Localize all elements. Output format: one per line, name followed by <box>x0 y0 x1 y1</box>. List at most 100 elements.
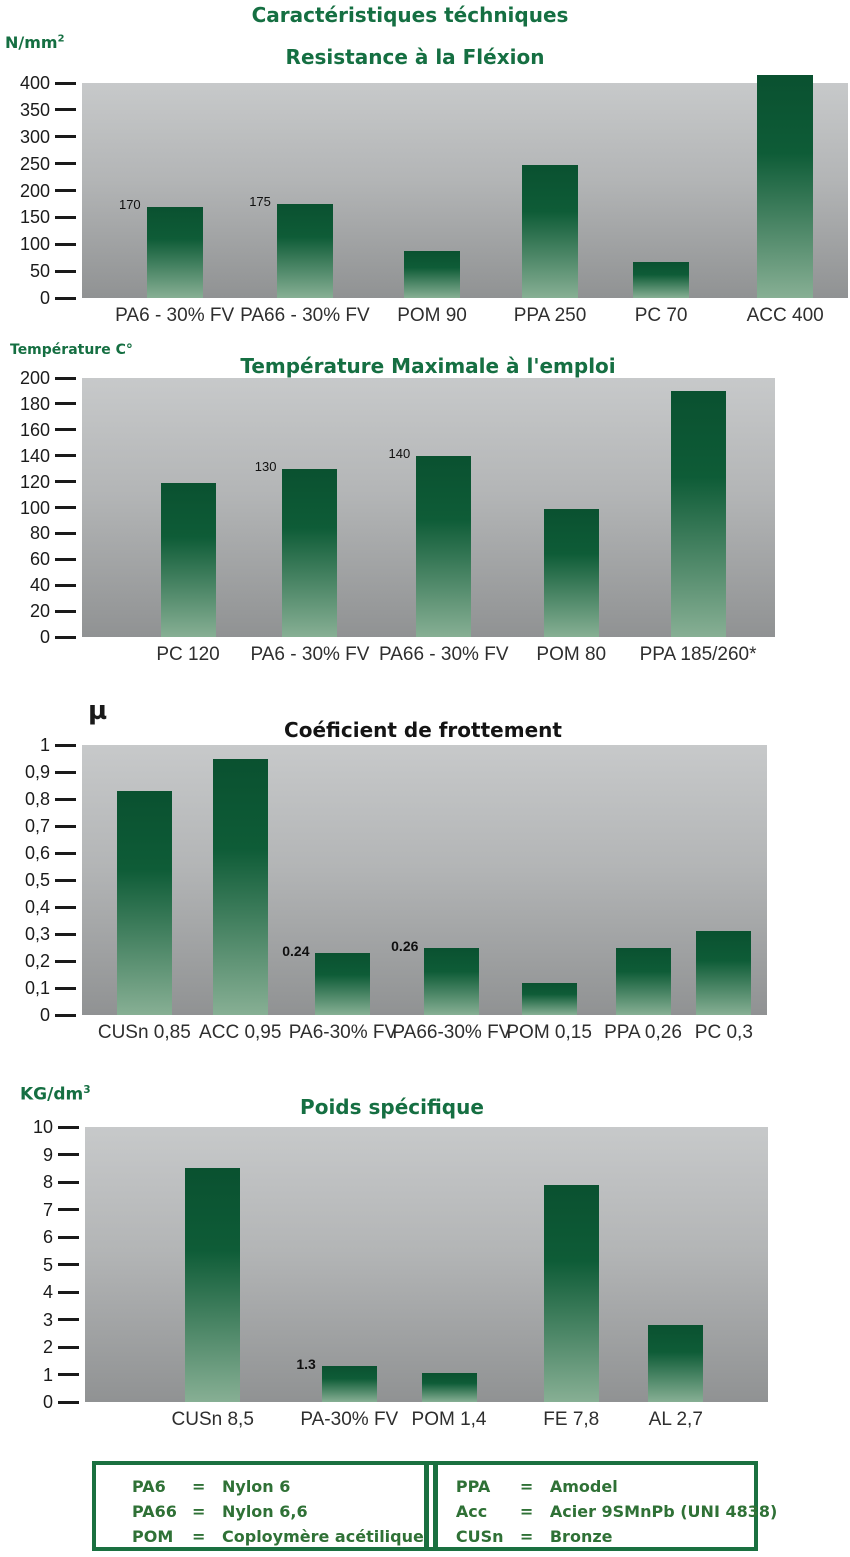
y-tick-mark <box>55 81 76 85</box>
bar-value-label: 170 <box>118 196 141 212</box>
x-category-label: ACC 0,95 <box>199 1022 282 1043</box>
x-category-label: PA6-30% FV <box>288 1022 398 1043</box>
y-tick-label: 140 <box>19 445 50 466</box>
y-tick-mark <box>55 296 76 300</box>
bar <box>160 482 216 637</box>
y-tick-label: 0,4 <box>24 897 50 917</box>
legend-row: POM = Coploymère acétilique <box>132 1524 424 1549</box>
y-tick-mark <box>58 1208 79 1211</box>
legend-equals: = <box>519 1527 534 1546</box>
y-tick-mark <box>55 269 76 273</box>
y-tick-mark <box>55 770 76 774</box>
y-tick-label: 0,3 <box>24 924 50 944</box>
y-tick-label: 200 <box>19 368 50 388</box>
y-axis-unit-label: N/mm2 <box>5 33 65 52</box>
bar <box>424 947 480 1015</box>
legend-equals: = <box>192 1502 206 1521</box>
x-category-label: PA66-30% FV <box>392 1022 512 1043</box>
legend-name: Bronze <box>549 1527 613 1546</box>
x-category-label: POM 0,15 <box>506 1022 592 1043</box>
y-tick-mark <box>55 454 76 458</box>
y-tick-label: 80 <box>29 523 50 544</box>
y-tick-mark <box>55 635 76 639</box>
y-tick-mark <box>55 797 76 801</box>
y-tick-mark <box>55 480 76 484</box>
y-tick-label: 120 <box>19 471 50 492</box>
chart-title-friction: Coéficient de frottement <box>284 718 562 742</box>
bar <box>522 164 579 298</box>
bar <box>146 206 203 298</box>
unit-superscript: 3 <box>83 1084 91 1096</box>
bar <box>543 1184 599 1402</box>
y-tick-label: 6 <box>42 1227 53 1247</box>
legend-abbr: PPA <box>455 1477 491 1496</box>
y-tick-label: 0 <box>42 1392 53 1412</box>
bar <box>276 203 333 298</box>
legend-name: Acier 9SMnPb (UNI 4838) <box>549 1502 778 1521</box>
y-tick-mark <box>55 905 76 909</box>
bar <box>212 758 268 1015</box>
legend-abbr: Acc <box>455 1502 488 1521</box>
y-tick-label: 40 <box>29 575 50 596</box>
bar <box>633 261 690 298</box>
y-tick-mark <box>55 609 76 613</box>
bar <box>315 952 371 1015</box>
y-tick-label: 0 <box>39 288 50 308</box>
bar-value-label: 130 <box>254 458 277 474</box>
plot-area-flexion <box>82 83 848 298</box>
y-tick-mark <box>58 1125 79 1129</box>
chart-title-specific-weight: Poids spécifique <box>300 1095 484 1119</box>
legend-name: Amodel <box>549 1477 618 1496</box>
x-category-label: POM 1,4 <box>411 1409 487 1430</box>
y-tick-mark <box>55 215 76 219</box>
y-tick-mark <box>55 189 76 192</box>
y-tick-label: 160 <box>19 419 50 440</box>
bar <box>416 455 472 637</box>
unit-superscript: 2 <box>57 33 65 45</box>
bar <box>543 508 599 637</box>
y-tick-label: 180 <box>19 393 50 414</box>
x-category-label: CUSn 0,85 <box>97 1022 191 1043</box>
y-tick-mark <box>55 376 76 380</box>
y-tick-mark <box>55 162 76 166</box>
y-tick-mark <box>55 932 76 936</box>
legend-name: Nylon 6 <box>222 1477 291 1496</box>
x-category-label: PPA 250 <box>513 305 587 326</box>
x-category-label: PA-30% FV <box>300 1409 399 1430</box>
y-tick-mark <box>58 1290 79 1294</box>
page-title: Caractéristiques téchniques <box>251 3 569 27</box>
legend-equals: = <box>519 1477 534 1496</box>
y-tick-label: 3 <box>42 1309 53 1330</box>
y-tick-label: 2 <box>42 1337 53 1357</box>
x-category-label: PA66 - 30% FV <box>378 644 509 665</box>
x-category-label: PC 120 <box>156 644 220 665</box>
x-category-label: PA6 - 30% FV <box>115 305 235 326</box>
y-tick-label: 10 <box>32 1117 53 1137</box>
y-tick-label: 250 <box>19 153 50 174</box>
y-tick-mark <box>58 1235 79 1239</box>
y-tick-mark <box>58 1153 79 1156</box>
y-axis-unit-label: KG/dm3 <box>20 1084 91 1105</box>
x-category-label: POM 90 <box>397 305 467 326</box>
x-category-label: PC 70 <box>634 305 688 326</box>
bar-value-label: 0.24 <box>282 942 310 959</box>
legend-abbr: PA6 <box>132 1477 166 1496</box>
y-tick-mark <box>55 959 76 963</box>
y-tick-mark <box>55 135 76 139</box>
y-tick-label: 7 <box>42 1199 53 1220</box>
y-tick-label: 20 <box>29 601 50 622</box>
bar <box>648 1325 704 1402</box>
bar <box>404 250 461 298</box>
legend-row: CUSn = Bronze <box>456 1524 777 1549</box>
y-tick-label: 1 <box>42 1364 53 1385</box>
bar <box>757 74 814 298</box>
y-tick-label: 0,7 <box>24 816 50 836</box>
legend-right-cell: PPA = Amodel Acc = Acier 9SMnPb (UNI 4838) C… <box>432 1465 778 1549</box>
x-category-label: POM 80 <box>536 644 607 665</box>
bar <box>116 790 172 1015</box>
y-tick-mark <box>55 242 76 246</box>
y-tick-mark <box>55 743 76 747</box>
legend-equals: = <box>519 1502 534 1521</box>
y-tick-label: 350 <box>19 99 50 120</box>
y-tick-mark <box>55 824 76 828</box>
